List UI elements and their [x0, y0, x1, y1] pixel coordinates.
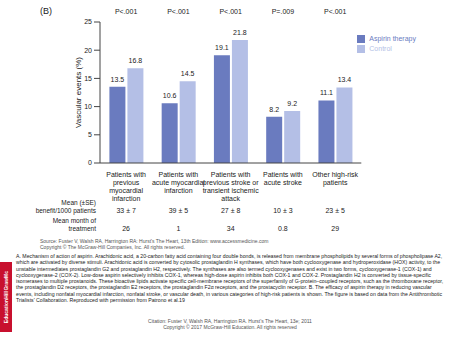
- svg-text:27 ± 8: 27 ± 8: [221, 207, 241, 214]
- html-text:Source: Fuster V, Walsh RA, Ha: Source: Fuster V, Walsh RA, Harrington R…: [40, 238, 269, 244]
- svg-text:10.6: 10.6: [163, 92, 177, 99]
- svg-text:Patients with: Patients with: [263, 171, 303, 178]
- svg-text:25: 25: [84, 18, 92, 25]
- svg-text:13.4: 13.4: [338, 76, 352, 83]
- svg-text:P=.009: P=.009: [272, 8, 294, 15]
- svg-text:Patients with: Patients with: [106, 171, 146, 178]
- svg-text:16.8: 16.8: [129, 57, 143, 64]
- svg-text:0: 0: [88, 159, 92, 166]
- html-text:Citation: Fuster V, Walsh RA,: Citation: Fuster V, Walsh RA, Harrington…: [148, 318, 312, 324]
- svg-text:previous stroke or: previous stroke or: [203, 179, 259, 187]
- svg-text:1: 1: [176, 225, 180, 232]
- svg-text:transient ischemic: transient ischemic: [203, 187, 260, 194]
- svg-text:8.2: 8.2: [269, 106, 279, 113]
- html-text:Aspirin therapy: Aspirin therapy: [369, 35, 416, 42]
- svg-text:treatment: treatment: [69, 225, 97, 232]
- svg-text:21.8: 21.8: [233, 29, 247, 36]
- svg-text:Mean month of: Mean month of: [53, 217, 97, 224]
- svg-text:P<.001: P<.001: [219, 8, 241, 15]
- svg-text:20: 20: [84, 47, 92, 54]
- svg-text:P<.001: P<.001: [324, 8, 346, 15]
- svg-text:infarction: infarction: [112, 195, 141, 202]
- svg-text:13.5: 13.5: [111, 76, 125, 83]
- svg-text:39 ± 5: 39 ± 5: [169, 207, 189, 214]
- html-text:Copyright © 2017 McGraw-Hill E: Copyright © 2017 McGraw-Hill Education. …: [163, 324, 297, 330]
- svg-text:10 ± 3: 10 ± 3: [273, 207, 293, 214]
- html-text:Control: Control: [369, 45, 392, 52]
- svg-text:infarction: infarction: [164, 187, 193, 194]
- svg-text:11.1: 11.1: [320, 89, 333, 96]
- svg-text:29: 29: [331, 225, 339, 232]
- svg-text:33 ± 7: 33 ± 7: [116, 207, 136, 214]
- svg-text:5: 5: [88, 131, 92, 138]
- html-text:Education: Education: [3, 298, 9, 323]
- html-text:Mc: Mc: [3, 271, 9, 279]
- svg-text:P<.001: P<.001: [167, 8, 189, 15]
- svg-text:acute myocardial: acute myocardial: [152, 179, 205, 187]
- svg-text:Vascular events (%): Vascular events (%): [74, 57, 83, 128]
- svg-text:10: 10: [84, 103, 92, 110]
- svg-text:Other high-risk: Other high-risk: [312, 171, 358, 179]
- svg-text:myocardial: myocardial: [109, 187, 143, 195]
- svg-text:19.1: 19.1: [215, 44, 229, 51]
- html-text:Copyright © The McGraw-Hill Co: Copyright © The McGraw-Hill Companies, I…: [40, 244, 185, 250]
- svg-text:34: 34: [227, 225, 235, 232]
- svg-text:attack: attack: [221, 195, 240, 202]
- svg-text:benefit/1000 patients: benefit/1000 patients: [36, 207, 97, 215]
- html-text:(B): (B): [40, 6, 52, 16]
- html-text:A. Mechanism of action of aspi: A. Mechanism of action of aspirin. Arach…: [16, 253, 444, 304]
- svg-text:14.5: 14.5: [181, 70, 195, 77]
- svg-text:26: 26: [122, 225, 130, 232]
- html-text:Hill: Hill: [3, 290, 9, 299]
- svg-text:0.8: 0.8: [278, 225, 288, 232]
- svg-text:P<.001: P<.001: [115, 8, 137, 15]
- svg-text:Patients with: Patients with: [211, 171, 251, 178]
- svg-text:9.2: 9.2: [287, 100, 297, 107]
- svg-text:patients: patients: [323, 179, 348, 187]
- svg-text:Patients with: Patients with: [159, 171, 199, 178]
- svg-text:previous: previous: [113, 179, 140, 187]
- svg-text:acute stroke: acute stroke: [264, 179, 302, 186]
- svg-text:15: 15: [84, 75, 92, 82]
- svg-text:Mean (±SE): Mean (±SE): [61, 199, 96, 207]
- html-text:Graw: Graw: [3, 278, 9, 291]
- svg-text:23 ± 5: 23 ± 5: [325, 207, 345, 214]
